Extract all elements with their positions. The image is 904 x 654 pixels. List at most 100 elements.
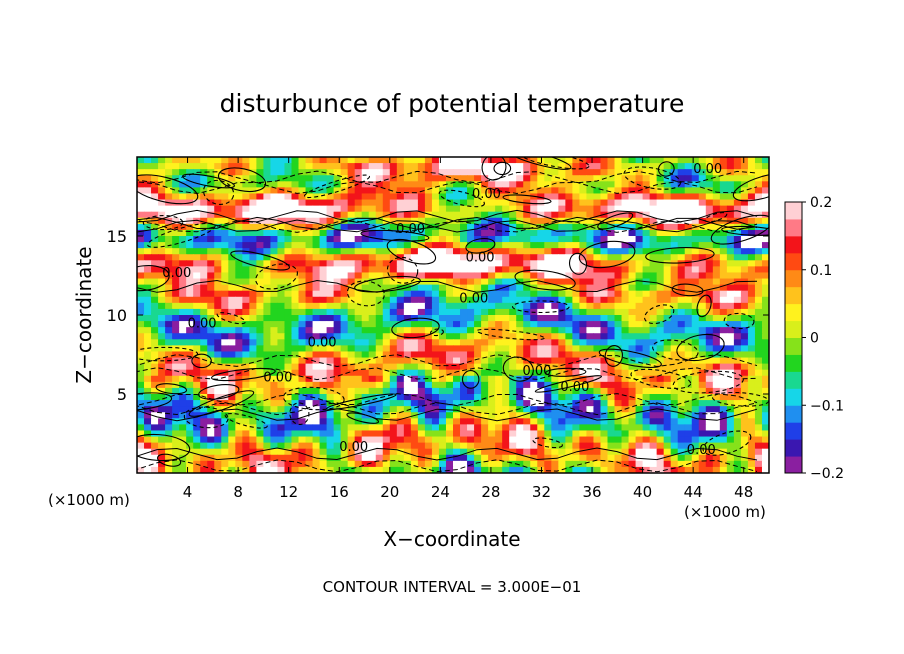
heatmap-cell bbox=[495, 394, 503, 401]
heatmap-cell bbox=[354, 381, 363, 389]
heatmap-cell bbox=[740, 321, 749, 328]
heatmap-cell bbox=[256, 387, 264, 395]
heatmap-cell bbox=[319, 217, 328, 225]
heatmap-cell bbox=[474, 211, 482, 219]
heatmap-cell bbox=[333, 272, 342, 280]
heatmap-cell bbox=[684, 369, 693, 377]
heatmap-cell bbox=[319, 381, 328, 389]
heatmap-cell bbox=[635, 193, 644, 201]
heatmap-cell bbox=[256, 454, 264, 462]
heatmap-cell bbox=[298, 169, 307, 176]
heatmap-cell bbox=[467, 466, 475, 473]
heatmap-cell bbox=[614, 236, 623, 243]
heatmap-cell bbox=[544, 460, 552, 468]
heatmap-cell bbox=[670, 345, 679, 353]
heatmap-cell bbox=[270, 418, 279, 425]
heatmap-cell bbox=[642, 460, 651, 468]
heatmap-cell bbox=[361, 381, 370, 389]
heatmap-cell bbox=[410, 333, 419, 340]
heatmap-cell bbox=[600, 466, 609, 473]
heatmap-cell bbox=[431, 351, 440, 359]
heatmap-cell bbox=[761, 242, 769, 249]
heatmap-cell bbox=[614, 406, 623, 413]
heatmap-cell bbox=[740, 272, 749, 280]
heatmap-cell bbox=[628, 460, 637, 468]
heatmap-cell bbox=[249, 223, 257, 231]
heatmap-cell bbox=[221, 363, 229, 371]
heatmap-cell bbox=[312, 157, 321, 164]
heatmap-cell bbox=[298, 302, 307, 310]
heatmap-cell bbox=[424, 187, 433, 195]
heatmap-cell bbox=[249, 302, 257, 310]
heatmap-cell bbox=[635, 351, 644, 359]
contour-line bbox=[476, 328, 545, 341]
heatmap-cell bbox=[431, 375, 440, 383]
heatmap-cell bbox=[242, 175, 250, 182]
heatmap-cell bbox=[621, 357, 630, 365]
heatmap-cell bbox=[460, 339, 468, 346]
heatmap-cell bbox=[712, 430, 721, 438]
heatmap-cell bbox=[291, 315, 300, 322]
heatmap-cell bbox=[144, 400, 152, 407]
heatmap-cell bbox=[424, 321, 433, 328]
heatmap-cell bbox=[670, 254, 679, 261]
heatmap-cell bbox=[530, 394, 538, 401]
heatmap-cell bbox=[438, 236, 447, 243]
heatmap-cell bbox=[635, 163, 644, 170]
heatmap-cell bbox=[565, 460, 573, 468]
heatmap-cell bbox=[691, 442, 700, 450]
heatmap-cell bbox=[684, 442, 693, 450]
heatmap-cell bbox=[628, 333, 637, 340]
heatmap-cell bbox=[235, 454, 243, 462]
heatmap-cell bbox=[424, 375, 433, 383]
heatmap-cell bbox=[277, 436, 286, 444]
heatmap-cell bbox=[537, 412, 545, 419]
heatmap-cell bbox=[649, 272, 658, 280]
heatmap-cell bbox=[467, 400, 475, 407]
heatmap-cell bbox=[410, 436, 419, 444]
heatmap-cell bbox=[396, 369, 405, 377]
heatmap-cell bbox=[340, 199, 349, 207]
heatmap-cell bbox=[481, 375, 489, 383]
heatmap-cell bbox=[249, 321, 257, 328]
heatmap-cell bbox=[600, 448, 609, 456]
heatmap-cell bbox=[214, 229, 222, 237]
heatmap-cell bbox=[754, 205, 763, 213]
heatmap-cell bbox=[347, 412, 356, 419]
heatmap-cell bbox=[516, 430, 524, 438]
heatmap-cell bbox=[558, 418, 566, 425]
heatmap-cell bbox=[221, 460, 229, 468]
heatmap-cell bbox=[396, 193, 405, 201]
heatmap-cell bbox=[389, 466, 398, 473]
contour-label: 0.00 bbox=[162, 266, 191, 281]
heatmap-cell bbox=[249, 205, 257, 213]
heatmap-cell bbox=[474, 436, 482, 444]
heatmap-cell bbox=[733, 290, 742, 298]
heatmap-cell bbox=[754, 260, 763, 267]
heatmap-cell bbox=[375, 448, 384, 456]
heatmap-cell bbox=[361, 418, 370, 425]
heatmap-cell bbox=[740, 345, 749, 353]
heatmap-cell bbox=[537, 339, 545, 346]
heatmap-cell bbox=[417, 163, 426, 170]
heatmap-cell bbox=[361, 436, 370, 444]
heatmap-cell bbox=[151, 460, 159, 468]
heatmap-cell bbox=[249, 260, 257, 267]
heatmap-cell bbox=[670, 290, 679, 298]
heatmap-cell bbox=[593, 199, 602, 207]
heatmap-cell bbox=[172, 394, 180, 401]
heatmap-cell bbox=[495, 424, 503, 432]
heatmap-cell bbox=[516, 260, 524, 267]
heatmap-cell bbox=[656, 266, 665, 274]
heatmap-cell bbox=[726, 345, 735, 353]
heatmap-cell bbox=[305, 187, 314, 195]
heatmap-cell bbox=[256, 339, 264, 346]
heatmap-cell bbox=[312, 248, 321, 255]
heatmap-cell bbox=[600, 387, 609, 395]
heatmap-cell bbox=[438, 229, 447, 237]
heatmap-cell bbox=[586, 400, 595, 407]
heatmap-cell bbox=[319, 175, 328, 182]
heatmap-cell bbox=[361, 199, 370, 207]
heatmap-cell bbox=[403, 272, 412, 280]
heatmap-cell bbox=[740, 236, 749, 243]
